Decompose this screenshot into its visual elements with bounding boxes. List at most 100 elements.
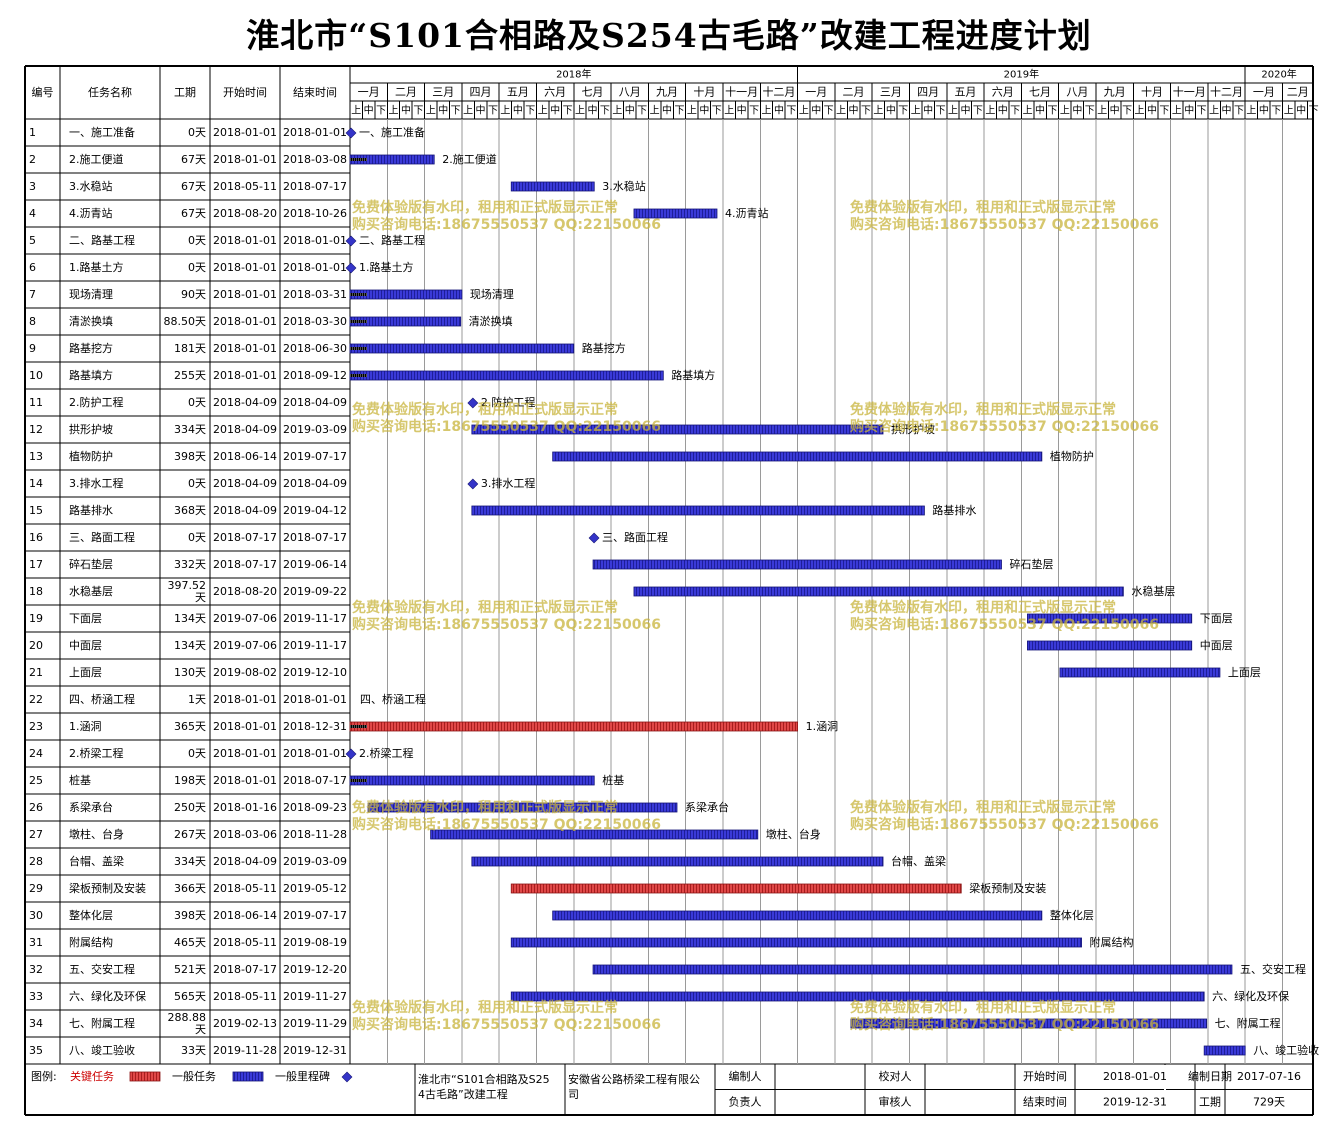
task-end: 2018-04-09 <box>283 477 347 490</box>
task-end: 2018-01-01 <box>283 261 347 274</box>
decade-label: 下 <box>637 106 647 117</box>
task-id: 12 <box>29 423 43 436</box>
progress-stub <box>350 725 367 728</box>
task-end: 2018-03-31 <box>283 288 347 301</box>
task-end: 2019-11-17 <box>283 639 347 652</box>
footer-period-value: 729天 <box>1253 1096 1285 1109</box>
decade-label: 中 <box>811 104 821 117</box>
month-label: 九月 <box>1104 86 1126 99</box>
task-bar <box>1059 667 1221 678</box>
progress-stub <box>350 158 367 161</box>
task-start: 2018-01-01 <box>213 693 277 706</box>
decade-label: 中 <box>998 104 1008 117</box>
task-id: 16 <box>29 531 43 544</box>
task-duration: 334天 <box>174 855 206 868</box>
task-id: 1 <box>29 126 36 139</box>
task-duration: 398天 <box>174 909 206 922</box>
footer-period-label: 工期 <box>1199 1096 1221 1109</box>
task-bar <box>471 424 884 435</box>
task-id: 11 <box>29 396 43 409</box>
decade-label: 中 <box>513 104 523 117</box>
task-name: 清淤换填 <box>69 314 113 328</box>
task-bar <box>633 208 718 219</box>
task-end: 2018-07-17 <box>283 180 347 193</box>
decade-label: 下 <box>525 106 535 117</box>
task-start: 2018-01-01 <box>213 234 277 247</box>
task-duration: 90天 <box>181 288 206 301</box>
decade-label: 上 <box>575 105 585 117</box>
task-start: 2018-01-01 <box>213 261 277 274</box>
task-id: 35 <box>29 1044 43 1057</box>
watermark-text: 免费体验版有水印，租用和正式版显示正常 购买咨询电话:18675550537 QQ… <box>850 600 1159 633</box>
task-bar <box>349 343 575 354</box>
month-label: 四月 <box>470 86 492 99</box>
task-end: 2019-07-17 <box>283 909 347 922</box>
task-duration: 0天 <box>188 747 206 760</box>
decade-label: 中 <box>1110 104 1120 117</box>
task-start: 2018-01-01 <box>213 315 277 328</box>
bar-label: 3.排水工程 <box>481 476 536 490</box>
task-end: 2019-09-22 <box>283 585 347 598</box>
month-label: 四月 <box>917 86 939 99</box>
decade-label: 上 <box>1023 105 1033 117</box>
task-end: 2018-07-17 <box>283 774 347 787</box>
progress-stub <box>350 779 367 782</box>
task-end: 2018-01-01 <box>283 126 347 139</box>
task-name: 路基排水 <box>69 503 113 517</box>
bar-label: 2.防护工程 <box>481 395 536 409</box>
task-id: 22 <box>29 693 43 706</box>
task-end: 2019-11-29 <box>283 1017 347 1030</box>
watermark-text: 免费体验版有水印，租用和正式版显示正常 购买咨询电话:18675550537 QQ… <box>850 402 1159 435</box>
milestone-diamond <box>345 127 357 139</box>
footer-end-label: 结束时间 <box>1023 1096 1067 1109</box>
task-id: 18 <box>29 585 43 598</box>
task-name: 路基挖方 <box>69 341 113 355</box>
task-duration: 521天 <box>174 963 206 976</box>
bar-label: 中面层 <box>1200 639 1233 652</box>
decade-label: 下 <box>1085 106 1095 117</box>
task-id: 3 <box>29 180 36 193</box>
year-label: 2019年 <box>1004 68 1039 81</box>
month-label: 十一月 <box>1173 85 1206 99</box>
task-duration: 130天 <box>174 666 206 679</box>
task-end: 2018-09-12 <box>283 369 347 382</box>
decade-label: 上 <box>426 105 436 117</box>
task-end: 2018-07-17 <box>283 531 347 544</box>
progress-stub <box>350 347 367 350</box>
task-duration: 332天 <box>174 558 206 571</box>
decade-label: 中 <box>1072 104 1082 117</box>
task-end: 2019-12-10 <box>283 666 347 679</box>
month-label: 九月 <box>656 86 678 99</box>
legend-critical-label: 关键任务 <box>70 1069 114 1083</box>
task-name: 拱形护坡 <box>69 422 113 436</box>
footer-date-label: 编制日期 <box>1188 1069 1232 1083</box>
decade-label: 中 <box>1184 104 1194 117</box>
task-name: 附属结构 <box>69 935 113 949</box>
task-bar <box>592 964 1233 975</box>
bar-label: 桩基 <box>602 773 624 787</box>
task-name: 桩基 <box>69 773 91 787</box>
decade-label: 中 <box>886 104 896 117</box>
decade-label: 下 <box>1197 106 1207 117</box>
month-label: 十二月 <box>762 85 795 99</box>
task-end: 2018-01-01 <box>283 693 347 706</box>
task-name: 4.沥青站 <box>69 206 113 220</box>
watermark-text: 免费体验版有水印，租用和正式版显示正常 购买咨询电话:18675550537 QQ… <box>850 1000 1159 1033</box>
milestone-diamond <box>345 262 357 274</box>
task-start: 2018-01-01 <box>213 288 277 301</box>
task-end: 2018-01-01 <box>283 747 347 760</box>
bar-label: 下面层 <box>1200 612 1233 625</box>
milestone-diamond <box>345 748 357 760</box>
task-name: 3.排水工程 <box>69 476 124 490</box>
decade-label: 下 <box>861 106 871 117</box>
bar-label: 拱形护坡 <box>891 422 935 436</box>
progress-stub <box>350 293 367 296</box>
task-end: 2019-05-12 <box>283 882 347 895</box>
decade-label: 下 <box>936 106 946 117</box>
legend-label: 图例: <box>31 1069 57 1083</box>
task-duration: 67天 <box>181 180 206 193</box>
task-start: 2018-08-20 <box>213 585 277 598</box>
decade-label: 下 <box>749 106 759 117</box>
task-id: 5 <box>29 234 36 247</box>
decade-label: 下 <box>488 106 498 117</box>
